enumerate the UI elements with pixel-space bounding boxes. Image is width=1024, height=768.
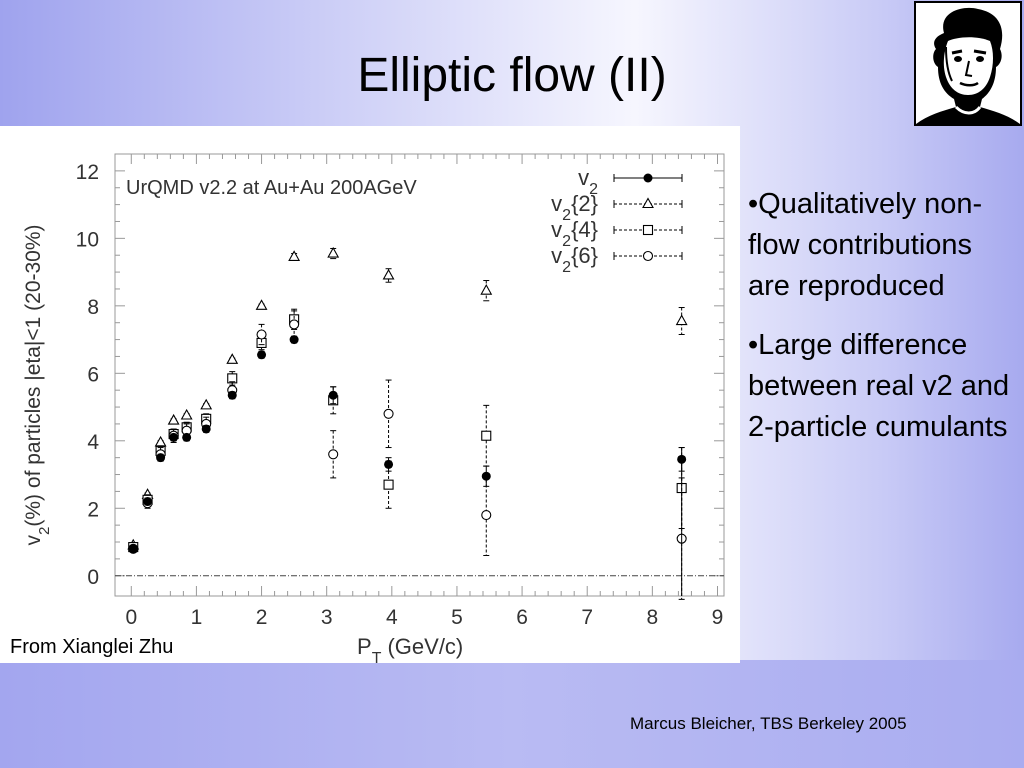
- point-v2-6: [481, 509, 492, 521]
- point-v2-2: [226, 353, 239, 364]
- slide-footer: Marcus Bleicher, TBS Berkeley 2005: [630, 714, 907, 733]
- y-axis-label: v2(%) of particles |eta|<1 (20-30%): [22, 224, 53, 545]
- point-v2: [328, 390, 338, 400]
- point-v2-2: [382, 268, 395, 280]
- bullet-list: •Qualitatively non-flow contributions ar…: [748, 184, 1018, 466]
- legend-marker-v2-2: [642, 197, 654, 209]
- point-v2-4: [383, 479, 394, 490]
- x-tick-label: 4: [386, 606, 398, 629]
- point-v2-6: [328, 449, 339, 460]
- point-v2-6: [289, 319, 300, 330]
- chart-annotation: UrQMD v2.2 at Au+Au 200AGeV: [126, 177, 417, 199]
- figure-credit: From Xianglei Zhu: [10, 636, 174, 658]
- point-v2-2: [288, 250, 301, 261]
- point-v2: [143, 497, 153, 507]
- plot-frame: [114, 153, 725, 597]
- point-v2: [384, 459, 394, 469]
- bullet-nonflow: •Qualitatively non-flow contributions ar…: [748, 188, 983, 302]
- point-v2: [289, 335, 299, 345]
- point-v2: [201, 424, 211, 434]
- x-tick-label: 5: [451, 606, 463, 629]
- x-tick-label: 1: [191, 606, 203, 629]
- goethe-portrait-icon: [914, 1, 1022, 126]
- x-tick-label: 0: [125, 606, 137, 629]
- y-tick-label: 6: [87, 363, 99, 386]
- legend-marker-v2-6: [642, 250, 654, 262]
- legend-marker-v2-4: [642, 224, 654, 236]
- y-tick-label: 10: [76, 228, 99, 251]
- point-v2: [182, 432, 192, 442]
- point-v2-2: [180, 408, 193, 420]
- point-v2-2: [255, 299, 268, 310]
- legend-label-v2: v2: [578, 165, 598, 198]
- point-v2-2: [200, 398, 213, 410]
- point-v2: [257, 350, 267, 360]
- point-v2-2: [327, 246, 340, 258]
- y-tick-label: 0: [87, 566, 99, 589]
- legend-label-v2-6: v2{6}: [551, 243, 598, 276]
- x-tick-label: 8: [647, 606, 659, 629]
- point-v2-6: [383, 408, 394, 419]
- point-v2: [169, 432, 179, 442]
- bullet-difference: •Large difference between real v2 and 2-…: [748, 329, 1010, 443]
- y-tick-label: 8: [87, 296, 99, 319]
- point-v2: [128, 544, 138, 554]
- slide-bottom-band: [0, 660, 1024, 768]
- slide-title: Elliptic flow (II): [357, 49, 667, 102]
- point-v2-2: [154, 435, 167, 447]
- point-v2-6: [256, 329, 267, 340]
- x-axis-label: PT (GeV/c): [357, 634, 463, 663]
- x-tick-label: 7: [581, 606, 593, 629]
- x-tick-label: 3: [321, 606, 333, 629]
- y-tick-label: 2: [87, 498, 99, 521]
- plot-panel: 0 1 2 3 4 5 6 7 8 9 0 2 4 6 8 10 12 PT (GeV/c) v2(%) of pa…: [0, 126, 740, 663]
- legend-marker-v2: [643, 173, 653, 183]
- point-v2-4: [481, 430, 492, 441]
- point-v2: [227, 390, 237, 400]
- y-tick-label: 12: [76, 161, 99, 184]
- point-v2: [156, 453, 166, 463]
- x-tick-label: 6: [516, 606, 528, 629]
- point-v2-2: [167, 413, 180, 425]
- point-v2-2: [675, 314, 688, 326]
- point-v2: [481, 471, 491, 481]
- legend-label-v2-2: v2{2}: [551, 191, 598, 224]
- x-tick-label: 9: [712, 606, 724, 629]
- x-tick-label: 2: [256, 606, 268, 629]
- y-tick-label: 4: [87, 431, 99, 454]
- point-v2-2: [480, 284, 493, 295]
- legend-label-v2-4: v2{4}: [551, 217, 598, 250]
